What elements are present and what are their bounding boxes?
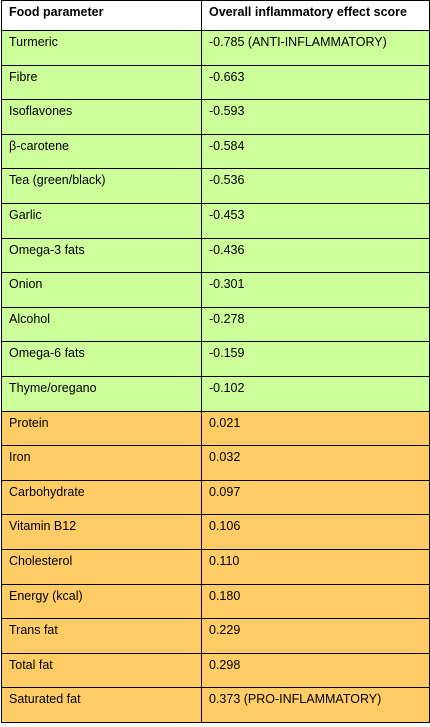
inflammatory-score-cell: 0.373 (PRO-INFLAMMATORY) [201, 687, 430, 723]
table-row: Total fat 0.298 [1, 652, 430, 689]
food-parameter-cell: Iron [1, 445, 202, 481]
inflammatory-score-cell: 0.110 [201, 548, 430, 585]
food-parameter-cell: Turmeric [1, 30, 202, 66]
inflammatory-score-cell: -0.102 [201, 375, 430, 412]
inflammatory-score-cell: -0.278 [201, 306, 430, 343]
inflammatory-score-cell: 0.106 [201, 514, 430, 550]
table-row: Protein 0.021 [1, 410, 430, 447]
table-body: Turmeric -0.785 (ANTI-INFLAMMATORY) Fibre -… [1, 30, 430, 723]
table-row: Alcohol -0.278 [1, 306, 430, 343]
inflammatory-score-cell: -0.785 (ANTI-INFLAMMATORY) [201, 30, 430, 66]
food-parameter-cell: Isoflavones [1, 99, 202, 135]
table-row: Energy (kcal) 0.180 [1, 583, 430, 620]
header-food-parameter: Food parameter [1, 0, 202, 31]
inflammatory-score-cell: 0.021 [201, 410, 430, 447]
food-parameter-cell: β-carotene [1, 133, 202, 170]
table-row: Tea (green/black) -0.536 [1, 168, 430, 204]
table-row: Thyme/oregano -0.102 [1, 375, 430, 412]
food-parameter-cell: Trans fat [1, 618, 202, 654]
inflammatory-score-cell: 0.180 [201, 583, 430, 620]
food-parameter-cell: Protein [1, 410, 202, 447]
table-row: Iron 0.032 [1, 445, 430, 481]
table-row: Fibre -0.663 [1, 64, 430, 101]
inflammatory-score-cell: 0.097 [201, 479, 430, 516]
table-row: Omega-6 fats -0.159 [1, 341, 430, 377]
food-parameter-cell: Cholesterol [1, 548, 202, 585]
table-header: Food parameter Overall inflammatory effe… [1, 0, 430, 31]
table-row: Turmeric -0.785 (ANTI-INFLAMMATORY) [1, 30, 430, 66]
food-parameter-cell: Fibre [1, 64, 202, 101]
food-parameter-cell: Vitamin B12 [1, 514, 202, 550]
table-row: Trans fat 0.229 [1, 618, 430, 654]
food-parameter-cell: Alcohol [1, 306, 202, 343]
food-parameter-cell: Tea (green/black) [1, 168, 202, 204]
inflammatory-score-cell: -0.663 [201, 64, 430, 101]
food-parameter-cell: Energy (kcal) [1, 583, 202, 620]
food-parameter-cell: Omega-6 fats [1, 341, 202, 377]
inflammatory-score-cell: -0.536 [201, 168, 430, 204]
table-row: Carbohydrate 0.097 [1, 479, 430, 516]
food-parameter-cell: Omega-3 fats [1, 237, 202, 274]
inflammatory-score-cell: -0.593 [201, 99, 430, 135]
food-parameter-cell: Saturated fat [1, 687, 202, 723]
food-parameter-cell: Onion [1, 272, 202, 308]
food-parameter-cell: Thyme/oregano [1, 375, 202, 412]
header-row: Food parameter Overall inflammatory effe… [1, 0, 430, 31]
table-row: β-carotene -0.584 [1, 133, 430, 170]
food-parameter-cell: Garlic [1, 202, 202, 239]
inflammatory-score-cell: 0.032 [201, 445, 430, 481]
inflammatory-score-cell: -0.453 [201, 202, 430, 239]
table-row: Cholesterol 0.110 [1, 548, 430, 585]
food-parameter-cell: Total fat [1, 652, 202, 689]
table-row: Isoflavones -0.593 [1, 99, 430, 135]
table-row: Vitamin B12 0.106 [1, 514, 430, 550]
inflammatory-score-cell: 0.229 [201, 618, 430, 654]
header-inflammatory-score: Overall inflammatory effect score [201, 0, 430, 31]
table-row: Garlic -0.453 [1, 202, 430, 239]
table-row: Onion -0.301 [1, 272, 430, 308]
inflammatory-score-cell: -0.159 [201, 341, 430, 377]
inflammatory-score-cell: -0.301 [201, 272, 430, 308]
table-row: Omega-3 fats -0.436 [1, 237, 430, 274]
inflammatory-score-cell: 0.298 [201, 652, 430, 689]
inflammatory-score-cell: -0.584 [201, 133, 430, 170]
inflammatory-score-cell: -0.436 [201, 237, 430, 274]
table-row: Saturated fat 0.373 (PRO-INFLAMMATORY) [1, 687, 430, 723]
food-parameter-cell: Carbohydrate [1, 479, 202, 516]
